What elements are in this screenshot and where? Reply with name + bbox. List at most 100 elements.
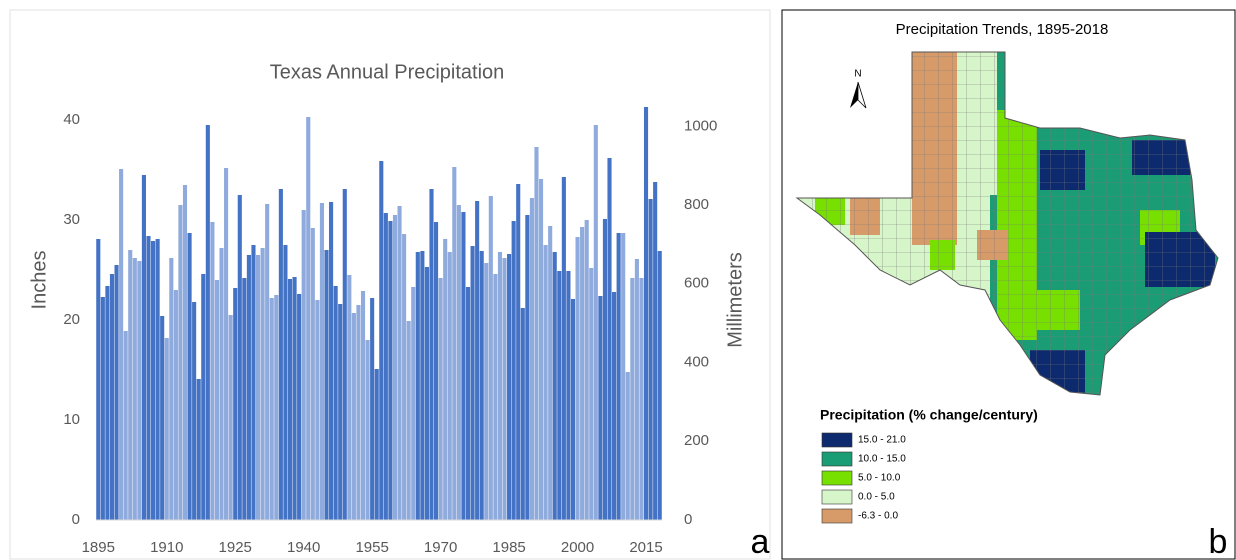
- bar: [283, 245, 288, 520]
- panel-label: a: [751, 523, 770, 560]
- bar: [137, 261, 142, 520]
- legend-swatch: [821, 489, 853, 505]
- y2-tick-label: 200: [684, 432, 709, 449]
- bar: [625, 372, 630, 520]
- bar: [438, 278, 443, 520]
- bar: [465, 287, 471, 520]
- bar: [146, 236, 151, 520]
- bar: [219, 248, 224, 520]
- bar: [274, 295, 279, 520]
- bar: [196, 379, 201, 520]
- bar: [255, 255, 261, 520]
- bar: [306, 117, 311, 520]
- bar: [228, 315, 233, 520]
- bar: [205, 125, 210, 520]
- x-tick-label: 1940: [287, 539, 320, 556]
- bar: [470, 246, 475, 520]
- bar: [269, 298, 274, 520]
- bar: [621, 233, 626, 520]
- bar: [415, 252, 420, 520]
- bar: [100, 297, 105, 520]
- bar: [447, 252, 452, 520]
- bar: [570, 299, 576, 520]
- bar: [602, 219, 607, 520]
- legend-label: 10.0 - 15.0: [858, 454, 906, 465]
- legend-label: 0.0 - 5.0: [858, 492, 895, 503]
- bar: [237, 195, 242, 520]
- bar: [155, 239, 160, 520]
- bar: [187, 233, 192, 520]
- bar: [265, 204, 270, 520]
- legend-swatch: [821, 470, 853, 486]
- bar: [461, 212, 466, 520]
- bar: [201, 274, 206, 520]
- bar: [639, 278, 644, 520]
- y2-tick-label: 800: [684, 196, 709, 213]
- bar: [561, 177, 566, 520]
- bar: [123, 331, 128, 520]
- bar: [502, 258, 507, 520]
- bar: [173, 290, 178, 520]
- bar: [324, 250, 329, 520]
- north-arrow: [857, 81, 867, 109]
- bar: [479, 251, 484, 520]
- bar: [374, 369, 379, 520]
- bar: [333, 286, 338, 520]
- bar: [525, 215, 530, 520]
- bar: [278, 189, 283, 520]
- bar: [516, 184, 521, 520]
- bar: [251, 245, 256, 520]
- bar: [182, 185, 188, 520]
- north-label: N: [854, 69, 861, 80]
- bar: [443, 239, 448, 520]
- bar: [475, 201, 480, 520]
- bar: [630, 278, 635, 520]
- bar: [109, 274, 115, 520]
- bar: [210, 222, 215, 520]
- bar: [434, 222, 439, 520]
- x-tick-label: 1895: [82, 539, 115, 556]
- bar: [365, 340, 370, 520]
- bar: [552, 252, 557, 520]
- bar: [543, 245, 548, 520]
- bar: [338, 304, 343, 520]
- bar: [379, 161, 384, 520]
- x-tick-label: 1985: [492, 539, 525, 556]
- legend-label: 15.0 - 21.0: [858, 435, 906, 446]
- bar: [105, 286, 110, 520]
- bar: [511, 221, 516, 520]
- bar: [397, 206, 402, 520]
- bar: [584, 220, 589, 520]
- bar: [351, 313, 356, 520]
- bar: [329, 202, 334, 520]
- bar: [242, 278, 247, 520]
- bar: [484, 263, 489, 520]
- x-tick-label: 1955: [355, 539, 388, 556]
- bar: [233, 288, 238, 520]
- x-tick-label: 1970: [424, 539, 457, 556]
- bar: [529, 198, 534, 520]
- bar: [507, 254, 512, 520]
- bar: [319, 203, 324, 520]
- y-tick-label: 40: [63, 111, 80, 128]
- y2-tick-label: 600: [684, 275, 709, 292]
- bar: [548, 226, 553, 520]
- texas-outline: [795, 51, 1219, 396]
- panel-label: b: [1209, 523, 1228, 560]
- bar: [497, 252, 503, 520]
- bar: [566, 271, 571, 520]
- bar: [297, 294, 302, 520]
- x-tick-label: 1910: [150, 539, 183, 556]
- bar: [246, 255, 251, 520]
- bar: [598, 296, 603, 520]
- bar: [557, 271, 562, 520]
- bar: [634, 259, 639, 520]
- legend: 15.0 - 21.0 10.0 - 15.0 5.0 - 10.0 0.0 - 5.…: [821, 432, 906, 524]
- bar: [488, 196, 493, 520]
- y-tick-label: 10: [63, 411, 80, 428]
- bar: [456, 205, 461, 520]
- bar: [388, 221, 393, 520]
- north-arrow: [850, 82, 858, 108]
- bar: [342, 189, 347, 520]
- bar: [178, 205, 183, 520]
